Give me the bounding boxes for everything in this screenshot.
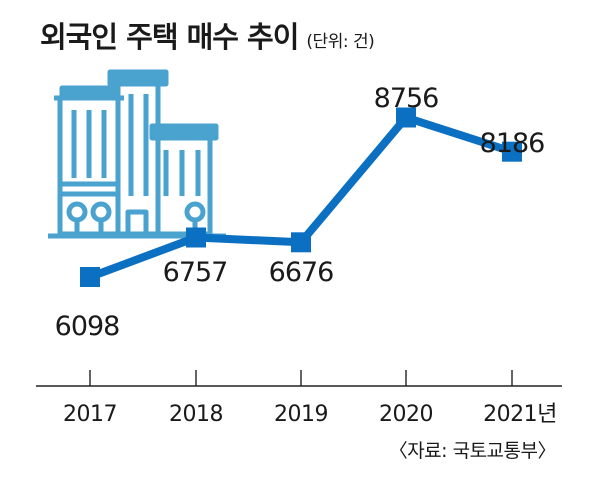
data-point-2018 [186, 227, 206, 248]
x-ticks [89, 370, 513, 386]
x-tick-label-2019: 2019 [274, 402, 328, 427]
data-label-2019: 6676 [269, 257, 334, 288]
data-labels: 6098 6757 6676 8756 8186 [55, 83, 546, 342]
data-points [80, 107, 522, 287]
series-line [86, 113, 516, 281]
chart-title: 외국인 주택 매수 추이 [40, 20, 299, 54]
buildings-icon [48, 69, 226, 239]
x-tick-label-2021: 2021년 [483, 402, 557, 427]
x-tick-label-2020: 2020 [379, 402, 433, 427]
data-point-2019 [291, 232, 311, 253]
x-tick-label-2017: 2017 [63, 402, 117, 427]
data-label-2021: 8186 [480, 128, 545, 159]
x-tick-labels: 2017 2018 2019 2020 2021년 [63, 402, 557, 427]
chart-header: 외국인 주택 매수 추이 (단위: 건) [40, 14, 375, 56]
data-point-2020 [396, 107, 416, 128]
data-point-2017 [80, 267, 100, 287]
source-note: 〈자료: 국토교통부〉 [388, 440, 557, 462]
x-tick-label-2018: 2018 [169, 402, 223, 427]
data-label-2018: 6757 [163, 257, 228, 288]
unit-label: (단위: 건) [306, 32, 375, 52]
data-label-2020: 8756 [374, 83, 439, 114]
data-point-2021 [502, 141, 522, 162]
data-label-2017: 6098 [55, 311, 120, 342]
